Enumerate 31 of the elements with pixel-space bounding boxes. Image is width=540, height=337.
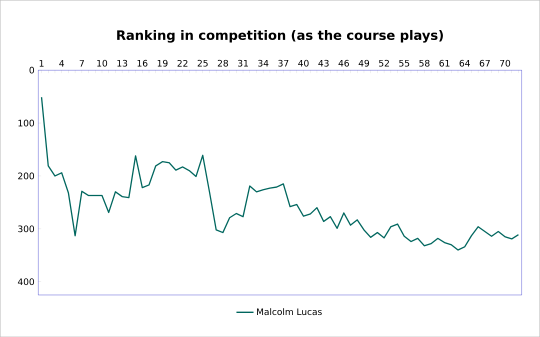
y-tick-label: 200: [18, 172, 34, 180]
y-tick-label: 0: [30, 66, 34, 74]
x-tick-label: 1: [40, 60, 44, 67]
x-tick-label: 67: [480, 60, 490, 67]
y-tick-label: 400: [18, 278, 34, 286]
x-tick-label: 25: [198, 60, 208, 67]
x-tick-label: 64: [460, 60, 470, 67]
x-tick-label: 37: [278, 60, 288, 67]
x-tick-label: 4: [59, 60, 64, 67]
x-tick-label: 55: [399, 60, 410, 67]
x-tick-label: 16: [138, 60, 148, 67]
x-tick-label: 43: [318, 60, 329, 67]
x-tick-label: 22: [178, 60, 188, 67]
x-tick-label: 31: [238, 60, 248, 67]
x-tick-label: 19: [158, 60, 168, 67]
x-tick-label: 28: [218, 60, 228, 67]
x-tick-label: 70: [500, 60, 510, 67]
x-tick-label: 49: [358, 60, 370, 67]
x-tick-label: 61: [439, 60, 450, 67]
y-tick-label: 100: [18, 120, 34, 126]
x-tick-label: 52: [379, 60, 389, 67]
x-tick-label: 46: [338, 60, 349, 67]
legend-label: Malcolm Lucas: [257, 308, 322, 316]
x-tick-label: 58: [419, 60, 430, 67]
x-tick-label: 13: [117, 60, 128, 67]
x-tick-label: 7: [80, 60, 84, 67]
y-tick-label: 300: [18, 225, 34, 232]
x-tick-label: 40: [298, 60, 309, 67]
chart-title: Ranking in competition (as the course plays): [117, 30, 443, 43]
x-tick-label: 34: [258, 60, 268, 67]
x-tick-label: 10: [97, 60, 108, 67]
